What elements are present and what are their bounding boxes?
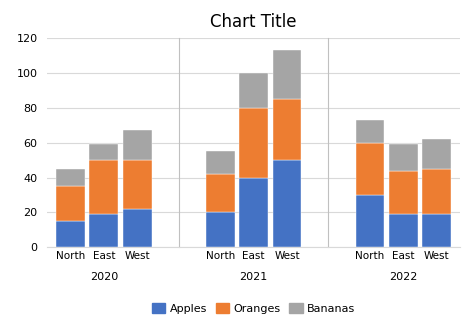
Bar <box>123 160 152 209</box>
Text: 2021: 2021 <box>239 272 268 282</box>
Title: Chart Title: Chart Title <box>210 13 297 31</box>
Bar <box>90 214 118 247</box>
Bar <box>206 174 235 212</box>
Bar <box>123 209 152 247</box>
Bar <box>422 139 451 169</box>
Bar <box>273 160 301 247</box>
Bar <box>273 99 301 160</box>
Bar <box>389 171 418 214</box>
Bar <box>239 178 268 247</box>
Bar <box>273 50 301 99</box>
Bar <box>356 143 384 195</box>
Bar <box>389 214 418 247</box>
Bar <box>56 221 85 247</box>
Bar <box>206 152 235 174</box>
Text: 2022: 2022 <box>389 272 418 282</box>
Text: 2020: 2020 <box>90 272 118 282</box>
Bar <box>56 169 85 186</box>
Bar <box>389 145 418 171</box>
Bar <box>123 131 152 160</box>
Bar <box>422 214 451 247</box>
Bar <box>90 145 118 160</box>
Legend: Apples, Oranges, Bananas: Apples, Oranges, Bananas <box>147 299 360 317</box>
Bar <box>56 186 85 221</box>
Bar <box>239 73 268 108</box>
Bar <box>206 212 235 247</box>
Bar <box>356 195 384 247</box>
Bar <box>356 120 384 143</box>
Bar <box>422 169 451 214</box>
Bar <box>90 160 118 214</box>
Bar <box>239 108 268 178</box>
